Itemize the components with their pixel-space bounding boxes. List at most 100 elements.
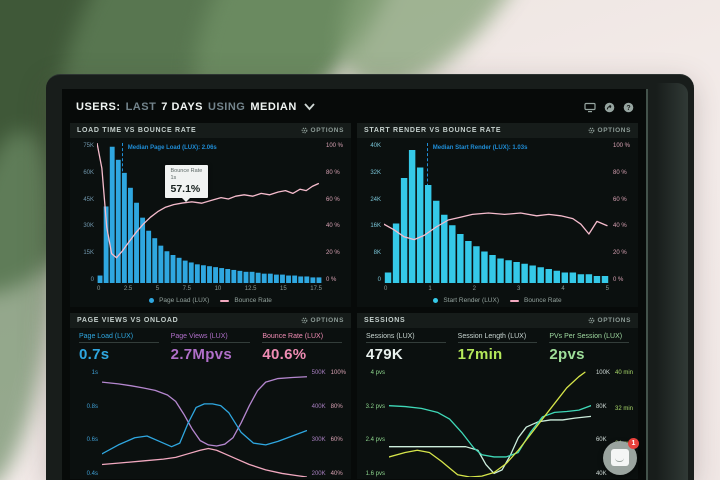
tick-label: 2 xyxy=(472,285,476,292)
tick-label: 80% xyxy=(330,403,343,410)
svg-text:?: ? xyxy=(626,105,630,112)
chat-widget-button[interactable]: 1 xyxy=(603,438,639,475)
start-render-chart[interactable]: Median Start Render (LUX): 1.03s xyxy=(384,143,609,283)
tick-label: 0 % xyxy=(613,276,624,283)
metric-label: Page Load (LUX) xyxy=(79,333,159,343)
tick-label: 30K xyxy=(83,223,94,230)
tick-label: 60% xyxy=(330,437,343,444)
options-label: OPTIONS xyxy=(597,127,631,134)
median-annotation: Median Page Load (LUX): 2.06s xyxy=(127,145,217,151)
range-word: LAST xyxy=(125,101,157,113)
tick-label: 0 % xyxy=(326,276,337,283)
load-time-chart[interactable]: Median Page Load (LUX): 2.06s Bounce Rat… xyxy=(97,143,322,283)
tooltip-value: 57.1% xyxy=(170,183,201,196)
chevron-down-icon xyxy=(304,103,315,111)
dashboard-header: USERS: LAST 7 DAYS USING MEDIAN ? xyxy=(62,89,646,123)
tick-label: 15K xyxy=(83,250,94,257)
tick-label: 45K xyxy=(83,196,94,203)
tick-label: 10 xyxy=(214,285,222,292)
tick-label: 40K xyxy=(595,470,607,477)
tick-label: 15 xyxy=(280,285,287,292)
tick-label: 8K xyxy=(373,250,381,257)
tick-label: 60K xyxy=(595,437,607,444)
tick-label: 100% xyxy=(330,370,346,376)
options-button[interactable]: OPTIONS xyxy=(301,317,344,324)
tick-label: 2.5 xyxy=(123,285,133,292)
tick-label: 80 % xyxy=(326,169,340,176)
tick-label: 0.6s xyxy=(86,437,98,444)
tick-label: 60 % xyxy=(613,196,627,203)
page-views-chart[interactable] xyxy=(102,370,307,477)
metric-value: 2pvs xyxy=(549,346,585,363)
metric-page-views: Page Views (LUX) 2.7Mpvs xyxy=(170,333,251,363)
tick-label: 20 % xyxy=(613,250,627,257)
metric-label: Sessions (LUX) xyxy=(366,333,446,343)
metric-summary-row: Sessions (LUX) 479K Session Length (LUX)… xyxy=(357,328,638,367)
tick-label: 3.2 pvs xyxy=(365,403,385,410)
metric-page-load: Page Load (LUX) 0.7s xyxy=(79,333,159,363)
metric-value: 0.7s xyxy=(79,346,110,363)
tick-label: 0.8s xyxy=(86,403,98,410)
page-load-swatch xyxy=(149,298,155,303)
tick-label: 32K xyxy=(370,169,381,176)
metric-bounce-rate: Bounce Rate (LUX) 40.6% xyxy=(262,333,343,363)
y-axis-left: 1s 0.8s 0.6s 0.4s xyxy=(77,370,102,477)
tick-label: 40 % xyxy=(613,223,627,230)
range-metric: MEDIAN xyxy=(250,101,297,113)
panel-title: START RENDER VS BOUNCE RATE xyxy=(364,127,502,134)
time-range-dropdown[interactable]: USERS: LAST 7 DAYS USING MEDIAN xyxy=(76,101,315,113)
tick-label: 1.6 pvs xyxy=(365,470,385,477)
tick-label: 300K xyxy=(311,437,326,444)
y-axis-sessions: 100K 80K 60K 40K xyxy=(596,370,610,477)
tick-label: 40 min xyxy=(614,370,633,376)
legend-label: Bounce Rate xyxy=(234,297,272,304)
panel-header: START RENDER VS BOUNCE RATE OPTIONS xyxy=(357,123,638,138)
tick-label: 500K xyxy=(311,370,326,376)
metric-label: PVs Per Session (LUX) xyxy=(549,333,630,343)
share-icon[interactable] xyxy=(604,102,615,113)
tick-label: 17.5 xyxy=(310,285,322,292)
tick-label: 20 % xyxy=(326,250,340,257)
options-label: OPTIONS xyxy=(310,127,344,134)
tick-label: 0 xyxy=(384,285,388,292)
laptop-screen: USERS: LAST 7 DAYS USING MEDIAN ? LOAD T… xyxy=(62,89,648,480)
metric-pvs-per-session: PVs Per Session (LUX) 2pvs xyxy=(549,333,630,363)
metric-value: 40.6% xyxy=(262,346,307,363)
gear-icon xyxy=(588,127,594,134)
tick-label: 7.5 xyxy=(182,285,192,292)
monitor-icon[interactable] xyxy=(584,102,596,113)
tick-label: 75K xyxy=(83,143,94,149)
tick-label: 40 % xyxy=(326,223,340,230)
panel-grid: LOAD TIME VS BOUNCE RATE OPTIONS 75K 60K 4… xyxy=(62,123,646,479)
tick-label: 16K xyxy=(370,223,381,230)
start-render-swatch xyxy=(433,298,439,303)
tick-label: 100K xyxy=(595,370,610,376)
options-button[interactable]: OPTIONS xyxy=(588,127,631,134)
legend-label: Page Load (LUX) xyxy=(159,297,210,304)
tick-label: 0 xyxy=(97,285,101,292)
panel-page-views: PAGE VIEWS VS ONLOAD OPTIONS Page Load (… xyxy=(70,313,351,479)
sessions-chart[interactable] xyxy=(389,370,591,477)
options-button[interactable]: OPTIONS xyxy=(301,127,344,134)
legend-label: Bounce Rate xyxy=(524,297,562,304)
range-value: 7 DAYS xyxy=(161,101,204,113)
tick-label: 2.4 pvs xyxy=(365,437,385,444)
median-annotation: Median Start Render (LUX): 1.03s xyxy=(432,145,528,151)
tick-label: 100 % xyxy=(613,143,631,149)
metric-summary-row: Page Load (LUX) 0.7s Page Views (LUX) 2.… xyxy=(70,328,351,367)
range-word: USING xyxy=(208,101,246,113)
chart-area: 4 pvs 3.2 pvs 2.4 pvs 1.6 pvs 100K 80K 60K 40K… xyxy=(357,367,638,479)
tick-label: 80 % xyxy=(613,169,627,176)
y-axis-left: 4 pvs 3.2 pvs 2.4 pvs 1.6 pvs xyxy=(364,370,389,477)
panel-load-time: LOAD TIME VS BOUNCE RATE OPTIONS 75K 60K 4… xyxy=(70,123,351,307)
options-button[interactable]: OPTIONS xyxy=(588,317,631,324)
tick-label: 24K xyxy=(370,196,381,203)
panel-sessions: SESSIONS OPTIONS Sessions (LUX) 479K Ses… xyxy=(357,313,638,479)
y-axis-right: 100 % 80 % 60 % 40 % 20 % 0 % xyxy=(322,143,346,283)
help-icon[interactable]: ? xyxy=(623,102,634,113)
chart-area: 75K 60K 45K 30K 15K 0 Median Page Load (LUX):… xyxy=(70,138,351,283)
tick-label: 80K xyxy=(595,403,607,410)
panel-header: PAGE VIEWS VS ONLOAD OPTIONS xyxy=(70,313,351,328)
metric-value: 479K xyxy=(366,346,404,363)
metric-session-length: Session Length (LUX) 17min xyxy=(457,333,538,363)
